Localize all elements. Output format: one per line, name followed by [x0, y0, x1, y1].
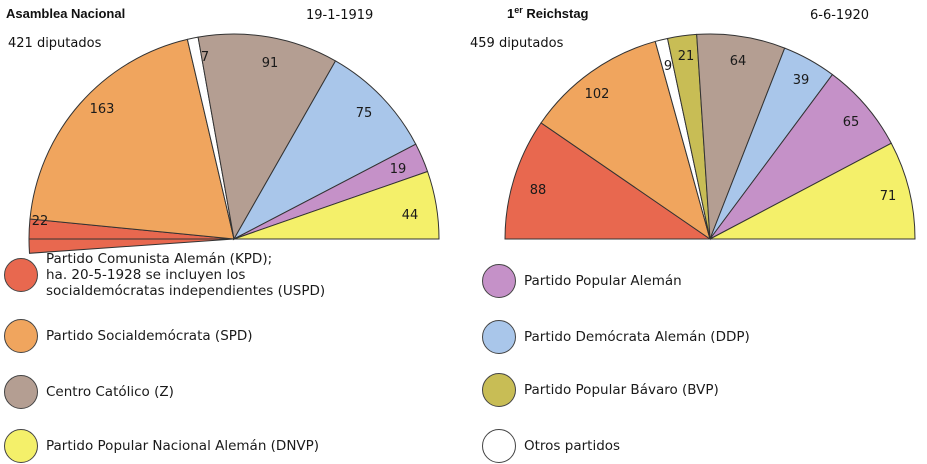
legend-swatch-ddp [482, 320, 516, 354]
chart1-label-spd: 163 [90, 102, 115, 117]
chart1-slice-spd [29, 38, 235, 240]
legend-item-otros: Otros partidos [482, 429, 620, 463]
chart2-label-dnvp: 71 [880, 189, 897, 204]
legend-item-dvp: Partido Popular Alemán [482, 264, 682, 298]
chart2-label-ddp: 39 [793, 73, 810, 88]
chart1-label-z: 91 [262, 56, 279, 71]
chart2-slice-spd [540, 40, 711, 241]
chart1-label-dvp: 19 [390, 162, 407, 177]
legend-label-dnvp: Partido Popular Nacional Alemán (DNVP) [46, 438, 320, 454]
legend-label-z: Centro Católico (Z) [46, 384, 174, 400]
legend-label-dvp: Partido Popular Alemán [524, 273, 682, 289]
legend-label-kpd: Partido Comunista Alemán (KPD); ha. 20-5… [46, 251, 326, 299]
legend-item-bvp: Partido Popular Bávaro (BVP) [482, 373, 719, 407]
chart2-label-otros: 9 [664, 59, 672, 74]
legend-swatch-dnvp [4, 429, 38, 463]
chart2-labels: 88 102 9 21 64 39 65 71 [530, 49, 897, 204]
legend-swatch-spd [4, 319, 38, 353]
chart2-label-z: 64 [730, 54, 747, 69]
legend-item-z: Centro Católico (Z) [4, 375, 174, 409]
chart2-label-spd: 102 [585, 87, 610, 102]
legend-swatch-otros [482, 429, 516, 463]
legend-swatch-kpd [4, 258, 38, 292]
chart2-title: 1er Reichstag [507, 5, 589, 21]
chart2-title-rest: Reichstag [523, 6, 589, 21]
legend-item-spd: Partido Socialdemócrata (SPD) [4, 319, 253, 353]
legend-swatch-dvp [482, 264, 516, 298]
legend-label-bvp: Partido Popular Bávaro (BVP) [524, 382, 719, 398]
chart2-slices [504, 33, 916, 241]
chart2-slice-dnvp [709, 142, 916, 240]
legend-item-ddp: Partido Demócrata Alemán (DDP) [482, 320, 750, 354]
legend-swatch-bvp [482, 373, 516, 407]
legend-label-spd: Partido Socialdemócrata (SPD) [46, 328, 253, 344]
chart2-date: 6-6-1920 [810, 8, 869, 23]
legend-label-ddp: Partido Demócrata Alemán (DDP) [524, 329, 750, 345]
chart1-subtitle: 421 diputados [8, 36, 102, 51]
chart1-title: Asamblea Nacional [6, 6, 125, 21]
chart2-label-dvp: 65 [843, 115, 860, 130]
chart2-title-main: 1 [507, 6, 514, 21]
chart2-title-sup: er [514, 5, 523, 15]
chart2-slice-kpd [504, 122, 712, 240]
legend-swatch-z [4, 375, 38, 409]
chart1-date: 19-1-1919 [306, 8, 373, 23]
chart2-label-kpd: 88 [530, 183, 547, 198]
chart1-slice-ddp [232, 60, 417, 241]
chart1-slice-z [197, 33, 337, 241]
chart2-subtitle: 459 diputados [470, 36, 564, 51]
chart1-label-kpd: 22 [32, 214, 49, 229]
chart1-label-ddp: 75 [356, 106, 373, 121]
chart1-label-otros: 7 [201, 50, 209, 65]
legend-item-dnvp: Partido Popular Nacional Alemán (DNVP) [4, 429, 319, 463]
chart1-slices [28, 33, 440, 254]
legend-item-kpd: Partido Comunista Alemán (KPD); ha. 20-5… [4, 251, 325, 299]
legend-label-otros: Otros partidos [524, 438, 621, 454]
chart1-label-dnvp: 44 [402, 208, 419, 223]
chart1-labels: 22 163 7 91 75 19 44 [32, 50, 419, 229]
chart2-label-bvp: 21 [678, 49, 695, 64]
